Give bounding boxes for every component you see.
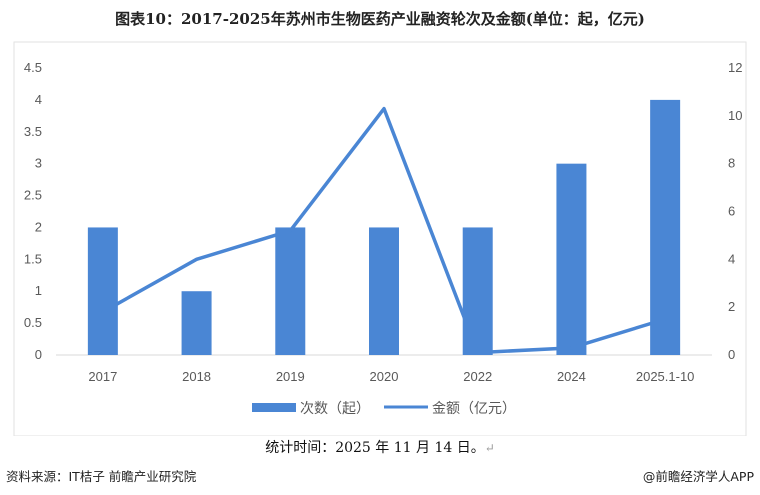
x-tick-label: 2022 [463,369,492,384]
legend-bar-label: 次数（起） [300,401,370,417]
left-tick-label: 0.5 [24,315,42,330]
bar [369,227,399,355]
line-point [101,310,105,314]
bar [275,227,306,355]
legend-bar-swatch [252,403,296,412]
left-tick-label: 2 [35,219,42,234]
x-tick-label: 2018 [182,369,211,384]
left-tick-label: 2.5 [24,188,42,203]
line-point [569,346,573,350]
bar [650,99,681,355]
line-point [663,317,667,321]
left-tick-label: 4.5 [24,60,42,75]
left-tick-label: 3 [35,156,42,171]
line-point [476,351,480,355]
chart-frame [13,41,747,436]
bar [462,227,493,355]
source-note: 资料来源：IT桔子 前瞻产业研究院 [6,469,197,484]
stat-time-note: 统计时间：2025 年 11 月 14 日。↵ [0,437,760,457]
copyright-note: @前瞻经济学人APP [642,469,754,484]
legend: 次数（起） 金额（亿元） [252,401,516,417]
bar-series [87,99,681,355]
stat-time-text: 统计时间：2025 年 11 月 14 日。 [265,440,485,456]
x-tick-label: 2019 [276,369,305,384]
right-tick-label: 8 [728,156,735,171]
left-tick-label: 1.5 [24,251,42,266]
bar [556,163,587,355]
right-tick-label: 12 [728,60,742,75]
left-axis-ticks: 0 0.5 1 1.5 2 2.5 3 3.5 4 4.5 [24,60,42,362]
right-tick-label: 2 [728,299,735,314]
x-tick-label: 2024 [557,369,586,384]
line-point [195,257,199,261]
x-tick-label: 2025.1-10 [636,369,695,384]
return-mark-icon: ↵ [484,441,495,455]
left-tick-label: 0 [35,347,42,362]
line-point [288,229,292,233]
legend-line-label: 金额（亿元） [432,401,516,417]
right-tick-label: 6 [728,204,735,219]
bar [87,227,118,355]
left-tick-label: 1 [35,283,42,298]
right-axis-ticks: 0 2 4 6 8 10 12 [728,60,742,362]
bar [181,291,212,355]
x-tick-label: 2020 [370,369,399,384]
right-tick-label: 0 [728,347,735,362]
line-series [101,106,667,355]
right-tick-label: 10 [728,108,742,123]
chart-title: 图表10：2017-2025年苏州市生物医药产业融资轮次及金额(单位：起，亿元) [115,10,645,28]
line-point [382,107,386,111]
left-tick-label: 3.5 [24,124,42,139]
x-tick-label: 2017 [88,369,117,384]
left-tick-label: 4 [35,92,42,107]
x-axis-ticks: 2017 2018 2019 2020 2022 2024 2025.1-10 [88,369,694,384]
right-tick-label: 4 [728,251,735,266]
